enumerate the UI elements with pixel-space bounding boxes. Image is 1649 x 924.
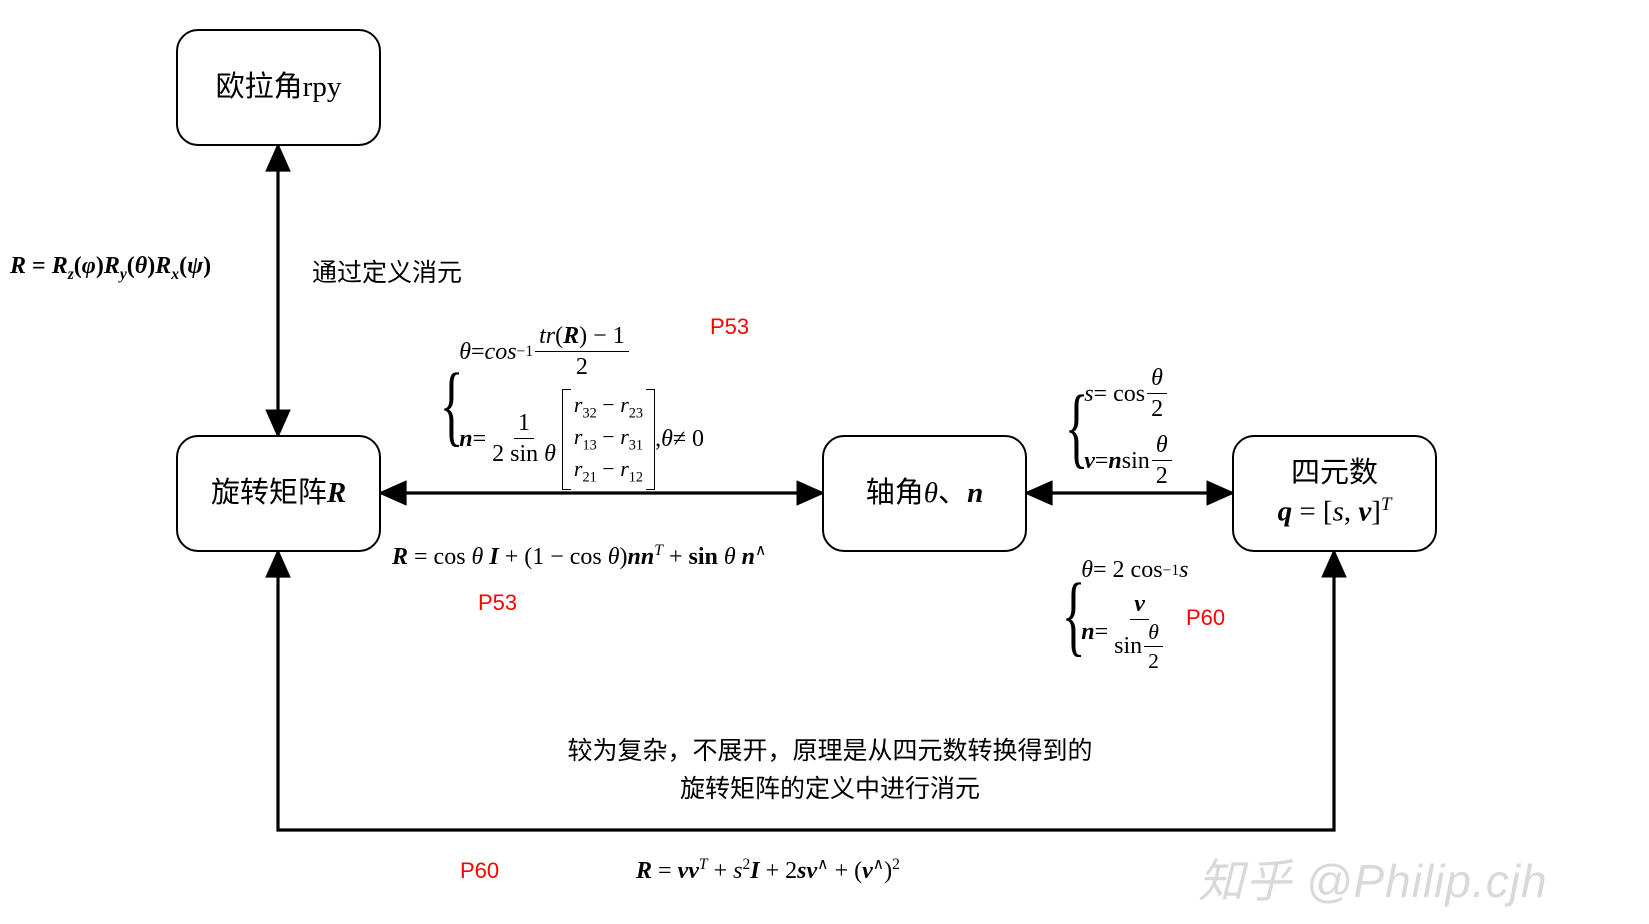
formula-R-from-quat: R = vvT + s2I + 2sv∧ + (v∧)2 bbox=[636, 855, 900, 885]
node-quaternion: 四元数q = [s, v]T bbox=[1232, 435, 1437, 552]
annot-p60-bottom: P60 bbox=[460, 858, 499, 884]
node-euler: 欧拉角rpy bbox=[176, 29, 381, 146]
annot-p53-top: P53 bbox=[710, 314, 749, 340]
formula-R-from-axisangle: R = cos θ I + (1 − cos θ)nnT + sin θ n∧ bbox=[392, 541, 766, 571]
node-rotation-label: 旋转矩阵R bbox=[203, 469, 354, 519]
node-quaternion-label: 四元数q = [s, v]T bbox=[1270, 449, 1400, 537]
formula-euler-note: 通过定义消元 bbox=[312, 253, 462, 289]
annot-p53-bottom: P53 bbox=[478, 590, 517, 616]
watermark: 知乎 @Philip.cjh bbox=[1198, 845, 1548, 911]
formula-quat-from-axisangle: {s = cosθ2v = n sinθ2 bbox=[1055, 364, 1174, 492]
node-axisangle-label: 轴角θ、n bbox=[858, 469, 991, 519]
formula-axisangle-from-quat: {θ = 2 cos−1 sn = vsinθ2 bbox=[1052, 557, 1188, 675]
annot-p60-right: P60 bbox=[1186, 605, 1225, 631]
node-axisangle: 轴角θ、n bbox=[822, 435, 1027, 552]
node-euler-label: 欧拉角rpy bbox=[208, 63, 350, 113]
formula-R-to-axisangle: {θ = cos−1tr(R) − 12n = 12 sin θr32 − r2… bbox=[430, 322, 704, 490]
note-quat-to-R: 较为复杂，不展开，原理是从四元数转换得到的旋转矩阵的定义中进行消元 bbox=[560, 733, 1100, 808]
node-rotation: 旋转矩阵R bbox=[176, 435, 381, 552]
formula-euler-to-R: R = Rz(φ)Ry(θ)Rx(ψ) bbox=[10, 253, 211, 284]
